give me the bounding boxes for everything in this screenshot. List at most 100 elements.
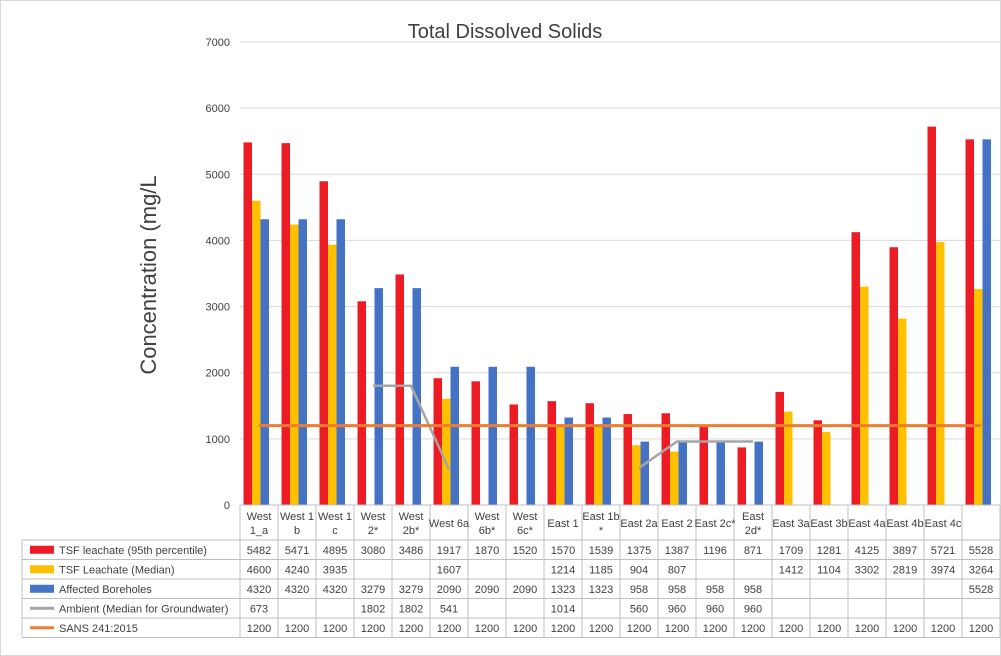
- bar-tsf-leachate-median: [860, 286, 869, 505]
- category-label: 2d*: [745, 525, 762, 537]
- y-tick-label: 0: [224, 500, 230, 512]
- table-cell-value: 1200: [893, 623, 917, 635]
- bar-tsf-leachate-95th-percentile: [737, 447, 746, 505]
- y-tick-label: 2000: [206, 368, 230, 380]
- bar-tsf-leachate-95th-percentile: [509, 404, 518, 505]
- table-cell-value: 807: [668, 564, 686, 576]
- series-lines: [240, 384, 1000, 506]
- table-cell-value: 1200: [399, 623, 423, 635]
- bar-tsf-leachate-95th-percentile: [395, 274, 404, 505]
- y-tick-label: 5000: [206, 169, 230, 181]
- table-cell-value: 3897: [893, 545, 917, 557]
- table-cell-value: 3279: [361, 584, 385, 596]
- bar-affected-boreholes: [678, 441, 687, 505]
- chart-title: Total Dissolved Solids: [408, 21, 603, 43]
- legend-key-tsf-leachate-95th-percentile: [30, 545, 54, 554]
- legend-key-tsf-leachate-median: [30, 565, 54, 574]
- table-cell-value: 560: [630, 603, 648, 615]
- table-cell-value: 960: [706, 603, 724, 615]
- category-label: East 3b: [810, 518, 847, 530]
- table-cell-value: 1870: [475, 545, 499, 557]
- table-cell-value: 1200: [969, 623, 993, 635]
- table-cell-value: 3935: [323, 564, 347, 576]
- table-cell-value: 1104: [817, 564, 841, 576]
- table-cell-value: 1387: [665, 545, 689, 557]
- category-label: East 2a: [620, 518, 658, 530]
- bar-tsf-leachate-95th-percentile: [281, 143, 290, 505]
- table-cell-value: 1200: [627, 623, 651, 635]
- table-cell-value: 958: [706, 584, 724, 596]
- category-label: West 6a: [429, 518, 470, 530]
- category-label: 6b*: [479, 525, 496, 537]
- category-label: West: [361, 511, 386, 523]
- table-cell-value: 1200: [551, 623, 575, 635]
- y-tick-label: 3000: [206, 302, 230, 314]
- table-cell-value: 4320: [247, 584, 271, 596]
- bar-tsf-leachate-95th-percentile: [585, 403, 594, 505]
- table-cell-value: 1323: [551, 584, 575, 596]
- bar-tsf-leachate-median: [822, 431, 831, 505]
- table-cell-value: 1185: [589, 564, 613, 576]
- legend-key-affected-boreholes: [30, 584, 54, 593]
- bar-tsf-leachate-95th-percentile: [471, 381, 480, 505]
- category-label: East 2c*: [695, 518, 737, 530]
- table-cell-value: 1200: [931, 623, 955, 635]
- y-tick-label: 4000: [206, 235, 230, 247]
- table-cell-value: 1802: [399, 603, 423, 615]
- bar-affected-boreholes: [260, 219, 269, 505]
- legend-entry: SANS 241:2015: [59, 623, 138, 635]
- bar-affected-boreholes: [640, 441, 649, 505]
- table-cell-value: 1200: [817, 623, 841, 635]
- table-cell-value: 3279: [399, 584, 423, 596]
- legend-entry: Affected Boreholes: [59, 584, 152, 596]
- table-cell-value: 2090: [513, 584, 537, 596]
- bar-affected-boreholes: [298, 219, 307, 505]
- bar-tsf-leachate-median: [328, 244, 337, 506]
- table-cell-value: 1607: [437, 564, 461, 576]
- bar-tsf-leachate-95th-percentile: [889, 247, 898, 506]
- bar-tsf-leachate-95th-percentile: [661, 413, 670, 505]
- table-cell-value: 1200: [475, 623, 499, 635]
- bar-tsf-leachate-median: [936, 242, 945, 505]
- category-label: East 2: [661, 518, 692, 530]
- table-cell-value: 1281: [817, 545, 841, 557]
- bar-affected-boreholes: [602, 417, 611, 505]
- table-cell-value: 2090: [475, 584, 499, 596]
- bar-affected-boreholes: [488, 366, 497, 505]
- table-cell-value: 3264: [969, 564, 993, 576]
- category-label: *: [599, 525, 604, 537]
- bar-tsf-leachate-95th-percentile: [813, 420, 822, 505]
- table-cell-value: 958: [668, 584, 686, 596]
- table-cell-value: 3486: [399, 545, 423, 557]
- table-cell-value: 1520: [513, 545, 537, 557]
- table-cell-value: 5482: [247, 545, 271, 557]
- table-cell-value: 3080: [361, 545, 385, 557]
- table-cell-value: 1200: [665, 623, 689, 635]
- bar-tsf-leachate-95th-percentile: [699, 425, 708, 505]
- category-label: East 4b: [886, 518, 923, 530]
- bar-tsf-leachate-95th-percentile: [775, 391, 784, 505]
- table-cell-value: 4240: [285, 564, 309, 576]
- table-cell-value: 1412: [779, 564, 803, 576]
- category-label: 6c*: [517, 525, 534, 537]
- legend-entry: TSF leachate (95th percentile): [59, 545, 207, 557]
- bar-tsf-leachate-median: [784, 411, 793, 505]
- category-label: East 1b: [582, 511, 619, 523]
- table-cell-value: 1802: [361, 603, 385, 615]
- bar-tsf-leachate-95th-percentile: [623, 414, 632, 505]
- bar-tsf-leachate-median: [442, 398, 451, 505]
- category-label: East: [742, 511, 764, 523]
- bar-tsf-leachate-95th-percentile: [965, 139, 974, 505]
- category-label: 1_a: [250, 525, 269, 537]
- table-cell-value: 4320: [323, 584, 347, 596]
- bar-tsf-leachate-median: [290, 224, 299, 505]
- bar-affected-boreholes: [374, 288, 383, 505]
- bar-tsf-leachate-median: [974, 289, 983, 505]
- category-label: East 4a: [848, 518, 886, 530]
- legend-entry: Ambient (Median for Groundwater): [59, 603, 228, 615]
- bar-tsf-leachate-median: [594, 426, 603, 505]
- bar-affected-boreholes: [716, 441, 725, 505]
- category-label: West: [399, 511, 424, 523]
- bar-affected-boreholes: [336, 219, 345, 505]
